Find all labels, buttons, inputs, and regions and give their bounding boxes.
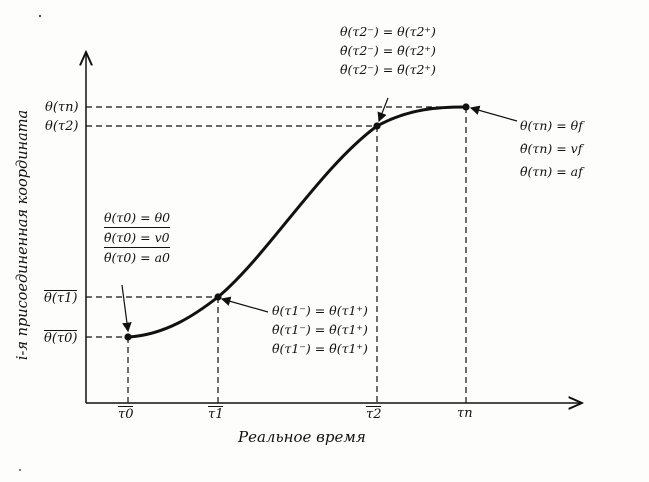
arrow-start: [121, 284, 132, 333]
start-condition-acceleration: θ̈(τ0) = a0: [104, 247, 171, 267]
knot2-condition-position: θ(τ2⁻) = θ(τ2⁺): [340, 24, 436, 39]
end-conditions: θ(τn) = θf θ̇(τn) = vf θ̈(τn) = af: [520, 114, 583, 183]
x-tick-tau2: τ2: [366, 406, 382, 422]
print-speck: [38, 14, 42, 18]
arrow-knot2: [377, 97, 389, 123]
end-condition-acceleration: θ̈(τn) = af: [520, 164, 583, 179]
knot-point-tau2: [373, 122, 381, 130]
end-condition-position: θ(τn) = θf: [520, 118, 583, 133]
knot-point-taun: [462, 103, 470, 111]
print-speck: [19, 469, 21, 471]
knot-point-tau0: [124, 333, 132, 341]
knot2-condition-acceleration: θ̈(τ2⁻) = θ̈(τ2⁺): [340, 62, 436, 77]
x-axis-title: Реальное время: [238, 428, 366, 446]
y-tick-theta-taun: θ(τn): [45, 100, 79, 115]
knot-point-tau1: [214, 293, 222, 301]
knot1-condition-velocity: θ̇(τ1⁻) = θ̇(τ1⁺): [272, 322, 368, 337]
x-tick-tau1: τ1: [208, 406, 224, 422]
y-axis-title: i-я присоединенная координата: [15, 109, 31, 361]
knot1-conditions: θ(τ1⁻) = θ(τ1⁺) θ̇(τ1⁻) = θ̇(τ1⁺) θ̈(τ1⁻…: [272, 301, 368, 358]
x-tick-taun: τn: [457, 406, 473, 421]
knot2-condition-velocity: θ̇(τ2⁻) = θ̇(τ2⁺): [340, 43, 436, 58]
arrow-end: [469, 105, 518, 122]
y-tick-theta-tau2: θ(τ2): [45, 119, 79, 134]
knot2-conditions: θ(τ2⁻) = θ(τ2⁺) θ̇(τ2⁻) = θ̇(τ2⁺) θ̈(τ2⁻…: [340, 22, 436, 79]
y-tick-theta-tau1: θ(τ1): [44, 290, 78, 306]
y-tick-theta-tau0: θ(τ0): [44, 330, 78, 346]
x-tick-tau0: τ0: [118, 406, 134, 422]
arrow-knot1: [220, 296, 269, 313]
knot1-condition-position: θ(τ1⁻) = θ(τ1⁺): [272, 303, 368, 318]
start-conditions: θ(τ0) = θ0 θ̇(τ0) = v0 θ̈(τ0) = a0: [104, 208, 171, 267]
end-condition-velocity: θ̇(τn) = vf: [520, 141, 583, 156]
start-condition-velocity: θ̇(τ0) = v0: [104, 227, 171, 247]
knot1-condition-acceleration: θ̈(τ1⁻) = θ̈(τ1⁺): [272, 341, 368, 356]
trajectory-curve: [127, 105, 467, 339]
start-condition-position: θ(τ0) = θ0: [104, 210, 171, 225]
